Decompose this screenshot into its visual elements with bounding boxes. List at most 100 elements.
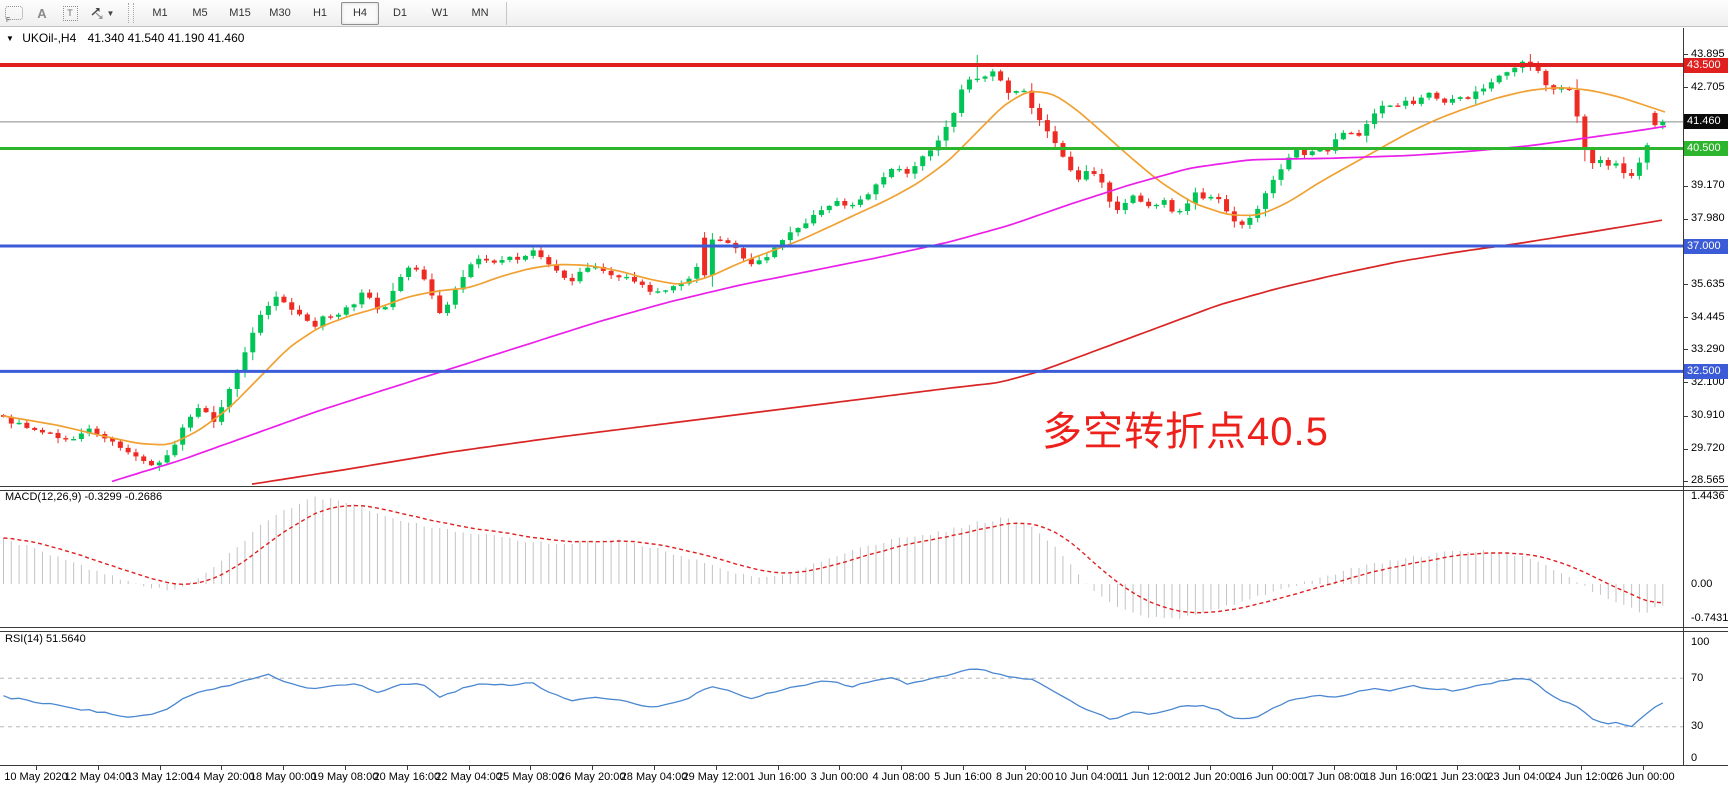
macd-signal-line — [3, 504, 1663, 614]
time-axis-tick — [901, 766, 903, 770]
price-badge-37000: 37.000 — [1684, 238, 1728, 254]
time-axis-tick — [1395, 766, 1397, 770]
time-axis-label: 18 Jun 16:00 — [1363, 771, 1428, 783]
time-axis-tick — [592, 766, 594, 770]
time-axis-label: 22 May 04:00 — [435, 771, 502, 783]
price-tick-dash — [1683, 87, 1688, 89]
text-tool-icon: T — [62, 5, 78, 21]
time-axis-label: 26 May 20:00 — [558, 771, 626, 783]
price-badge-40500: 40.500 — [1684, 141, 1728, 157]
price-badge-32500: 32.500 — [1684, 363, 1728, 379]
price-tick-label: 42.705 — [1691, 80, 1725, 93]
time-axis-label: 5 Jun 16:00 — [934, 771, 992, 783]
price-badge-43500: 43.500 — [1684, 57, 1728, 73]
arrows-tool-button[interactable]: ▼ — [85, 2, 119, 24]
macd-histogram — [3, 496, 1664, 619]
price-tick-label: 28.565 — [1691, 474, 1725, 487]
price-tick-label: 35.635 — [1691, 277, 1725, 290]
rsi-panel-divider[interactable] — [0, 627, 1728, 632]
time-axis-tick — [97, 766, 99, 770]
timeframe-button-m1[interactable]: M1 — [152, 6, 168, 19]
time-axis-label: 10 May 2020 — [4, 771, 68, 783]
time-axis-label: 28 May 04:00 — [620, 771, 688, 783]
time-axis-tick — [283, 766, 285, 770]
price-tick-label: 43.895 — [1691, 47, 1725, 60]
time-axis-label: 11 Jun 12:00 — [1116, 771, 1180, 783]
timeframe-button-m5[interactable]: M5 — [192, 6, 208, 19]
timeframe-button-mn[interactable]: MN — [471, 6, 489, 19]
rsi-indicator-label: RSI(14) 51.5640 — [5, 633, 86, 645]
symbol-dropdown-icon: ▼ — [6, 34, 14, 43]
macd-panel-canvas[interactable] — [0, 492, 1683, 627]
frame-tool-button[interactable]: F — [1, 2, 27, 24]
label-tool-icon: A — [37, 5, 47, 21]
price-axis-line — [1683, 28, 1684, 765]
price-tick-dash — [1683, 415, 1688, 417]
price-tick-dash — [1683, 54, 1688, 55]
price-tick-dash — [1683, 284, 1688, 286]
price-tick-label: 39.170 — [1691, 179, 1725, 192]
time-axis-label: 21 Jun 23:00 — [1425, 771, 1490, 783]
time-axis-label: 18 May 00:00 — [249, 771, 317, 783]
timeframe-button-d1[interactable]: D1 — [392, 6, 408, 19]
time-axis-label: 8 Jun 20:00 — [996, 771, 1054, 783]
time-axis-label: 29 May 12:00 — [682, 771, 750, 783]
price-tick-dash — [1683, 382, 1688, 384]
timeframe-button-h4[interactable]: H4 — [341, 1, 379, 25]
rsi-axis-label: 30 — [1691, 720, 1704, 733]
chart-annotation-text[interactable]: 多空转折点40.5 — [1042, 410, 1329, 454]
time-axis-label: 24 Jun 12:00 — [1549, 771, 1613, 783]
ma-slow-line — [251, 219, 1663, 485]
time-axis-label: 10 Jun 04:00 — [1054, 771, 1119, 783]
time-axis-tick — [36, 766, 37, 770]
time-axis-tick — [159, 766, 161, 770]
ma-mid-line — [111, 125, 1667, 483]
macd-axis-label: -0.7431 — [1691, 611, 1728, 624]
time-axis-tick — [715, 766, 717, 770]
toolbar-grip — [128, 3, 134, 23]
price-chart-canvas[interactable] — [0, 28, 1683, 486]
time-axis-label: 4 Jun 08:00 — [872, 771, 930, 783]
price-tick-label: 37.980 — [1691, 212, 1725, 225]
time-axis-tick — [839, 766, 841, 770]
text-tool-button[interactable]: T — [57, 2, 83, 24]
time-axis-label: 17 Jun 08:00 — [1301, 771, 1366, 783]
price-tick-dash — [1683, 218, 1688, 220]
price-badge-41460: 41.460 — [1684, 114, 1728, 130]
time-axis-label: 25 May 08:00 — [497, 771, 564, 783]
rsi-panel-canvas[interactable] — [0, 632, 1683, 764]
rsi-axis-label: 100 — [1691, 635, 1710, 648]
rsi-axis-label: 0 — [1691, 751, 1698, 764]
time-axis-label: 1 Jun 16:00 — [748, 771, 807, 783]
time-axis-tick — [468, 766, 470, 770]
timeframe-button-m30[interactable]: M30 — [269, 6, 291, 19]
time-axis-tick — [1210, 766, 1212, 770]
price-tick-dash — [1683, 349, 1688, 351]
timeframe-button-m15[interactable]: M15 — [229, 6, 251, 19]
time-axis-label: 19 May 08:00 — [311, 771, 379, 783]
timeframe-button-h1[interactable]: H1 — [312, 6, 328, 19]
ohlc-values: 41.340 41.540 41.190 41.460 — [87, 31, 245, 45]
chart-title: ▼ UKOil-,H4 41.340 41.540 41.190 41.460 — [6, 31, 244, 45]
time-axis-label: 23 Jun 04:00 — [1487, 771, 1551, 783]
price-tick-dash — [1683, 480, 1688, 482]
macd-axis-label: 1.4436 — [1691, 489, 1725, 502]
time-axis-tick — [1642, 766, 1644, 770]
price-tick-label: 29.720 — [1691, 442, 1725, 455]
time-axis-tick — [1086, 766, 1088, 770]
arrows-dropdown-icon: ▼ — [106, 8, 115, 18]
frame-tool-icon: F — [5, 6, 23, 24]
price-tick-dash — [1683, 448, 1688, 450]
toolbar: F A T ▼ M1 M5 M15 M30 H1 H4 D1 W1 MN — [0, 0, 1728, 27]
time-axis-tick — [777, 766, 779, 770]
rsi-line — [3, 668, 1664, 728]
macd-indicator-label: MACD(12,26,9) -0.3299 -0.2686 — [5, 491, 163, 503]
timeframe-button-w1[interactable]: W1 — [431, 6, 449, 19]
time-axis-tick — [221, 766, 223, 770]
time-axis-divider — [0, 765, 1728, 766]
price-tick-label: 32.100 — [1691, 375, 1725, 388]
price-tick-dash — [1683, 185, 1688, 187]
label-tool-button[interactable]: A — [29, 2, 55, 24]
macd-panel-divider[interactable] — [0, 486, 1728, 491]
